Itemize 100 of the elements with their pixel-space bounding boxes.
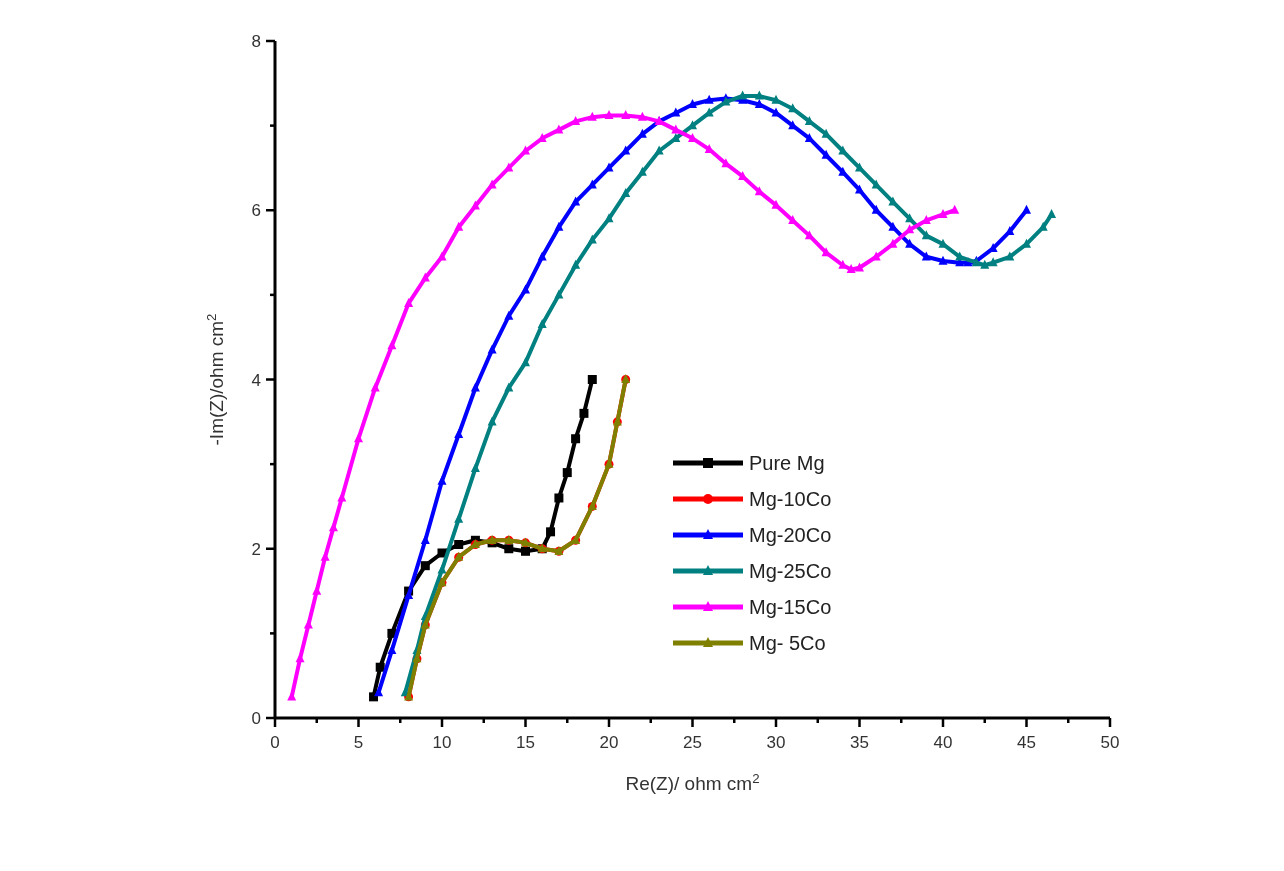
x-tick-label: 30 xyxy=(766,733,786,752)
legend-label: Mg-20Co xyxy=(749,524,832,546)
point xyxy=(938,255,948,265)
y-tick-label: 8 xyxy=(251,32,261,51)
point xyxy=(1005,251,1015,261)
x-tick-label: 10 xyxy=(432,733,452,752)
legend-label: Mg- 5Co xyxy=(749,632,826,654)
point xyxy=(855,262,864,272)
point xyxy=(504,544,514,554)
point xyxy=(437,251,447,261)
point xyxy=(470,462,480,472)
point xyxy=(571,259,581,269)
y-tick-label: 6 xyxy=(251,201,261,221)
point xyxy=(554,221,564,231)
x-tick-label: 50 xyxy=(1100,733,1120,752)
point xyxy=(838,166,848,176)
point xyxy=(621,110,631,120)
point xyxy=(470,382,480,392)
point xyxy=(521,546,530,556)
point xyxy=(562,468,572,478)
point xyxy=(437,564,447,574)
point xyxy=(1022,204,1031,214)
legend-label: Mg-10Co xyxy=(749,488,832,510)
point xyxy=(554,493,564,503)
point xyxy=(1047,209,1057,219)
x-tick-label: 0 xyxy=(270,733,280,752)
point xyxy=(1038,221,1048,231)
point xyxy=(604,162,614,172)
point xyxy=(754,90,764,100)
point xyxy=(487,344,497,354)
point xyxy=(571,434,581,444)
point xyxy=(370,382,380,392)
point xyxy=(303,619,313,629)
point xyxy=(821,128,831,138)
point xyxy=(504,382,514,392)
legend-label: Pure Mg xyxy=(749,452,825,474)
point xyxy=(295,653,305,663)
point xyxy=(404,297,414,307)
point xyxy=(604,213,614,223)
point xyxy=(637,111,647,121)
x-tick-label: 25 xyxy=(683,733,702,752)
point xyxy=(938,209,948,219)
point xyxy=(521,357,530,367)
y-tick-label: 0 xyxy=(251,709,261,728)
point xyxy=(454,221,464,231)
point xyxy=(846,264,856,274)
point xyxy=(420,272,430,282)
point xyxy=(804,132,814,142)
point xyxy=(579,408,589,418)
legend-label: Mg-25Co xyxy=(749,560,832,582)
point xyxy=(671,107,681,117)
point xyxy=(487,179,497,189)
point xyxy=(375,662,385,672)
y-tick-label: 2 xyxy=(251,539,261,559)
x-tick-label: 20 xyxy=(599,733,619,752)
point xyxy=(454,429,464,439)
point xyxy=(504,162,514,172)
x-axis-title: Re(Z)/ ohm cm$^{2}$ xyxy=(625,770,760,794)
point xyxy=(420,561,430,571)
point xyxy=(688,132,697,142)
point xyxy=(654,145,664,155)
point xyxy=(587,111,597,121)
x-tick-label: 35 xyxy=(850,733,869,752)
point xyxy=(521,145,530,155)
x-tick-label: 5 xyxy=(353,733,364,752)
point xyxy=(328,522,338,532)
point xyxy=(470,200,480,210)
point xyxy=(337,492,347,502)
point xyxy=(374,687,384,697)
x-tick-label: 40 xyxy=(933,733,953,752)
point xyxy=(804,115,814,125)
point xyxy=(855,184,864,194)
point xyxy=(387,644,397,654)
point xyxy=(320,551,330,561)
point xyxy=(855,162,864,172)
point xyxy=(704,94,714,104)
point xyxy=(1005,226,1015,236)
point xyxy=(821,149,831,159)
point xyxy=(387,340,397,350)
point xyxy=(738,90,748,100)
point xyxy=(354,433,363,443)
point xyxy=(546,527,556,537)
point xyxy=(688,120,697,130)
point xyxy=(604,110,614,120)
point xyxy=(950,204,960,214)
point xyxy=(537,319,547,329)
point xyxy=(504,310,514,320)
point xyxy=(980,259,990,269)
point xyxy=(521,284,530,294)
point xyxy=(587,375,597,384)
point xyxy=(888,221,898,231)
point xyxy=(454,513,464,523)
point xyxy=(487,416,497,426)
x-tick-label: 45 xyxy=(1017,733,1036,752)
point xyxy=(621,187,631,197)
point xyxy=(454,540,464,550)
legend-label: Mg-15Co xyxy=(749,596,832,618)
point xyxy=(804,230,814,240)
x-tick-label: 15 xyxy=(516,733,535,752)
point xyxy=(871,204,881,214)
